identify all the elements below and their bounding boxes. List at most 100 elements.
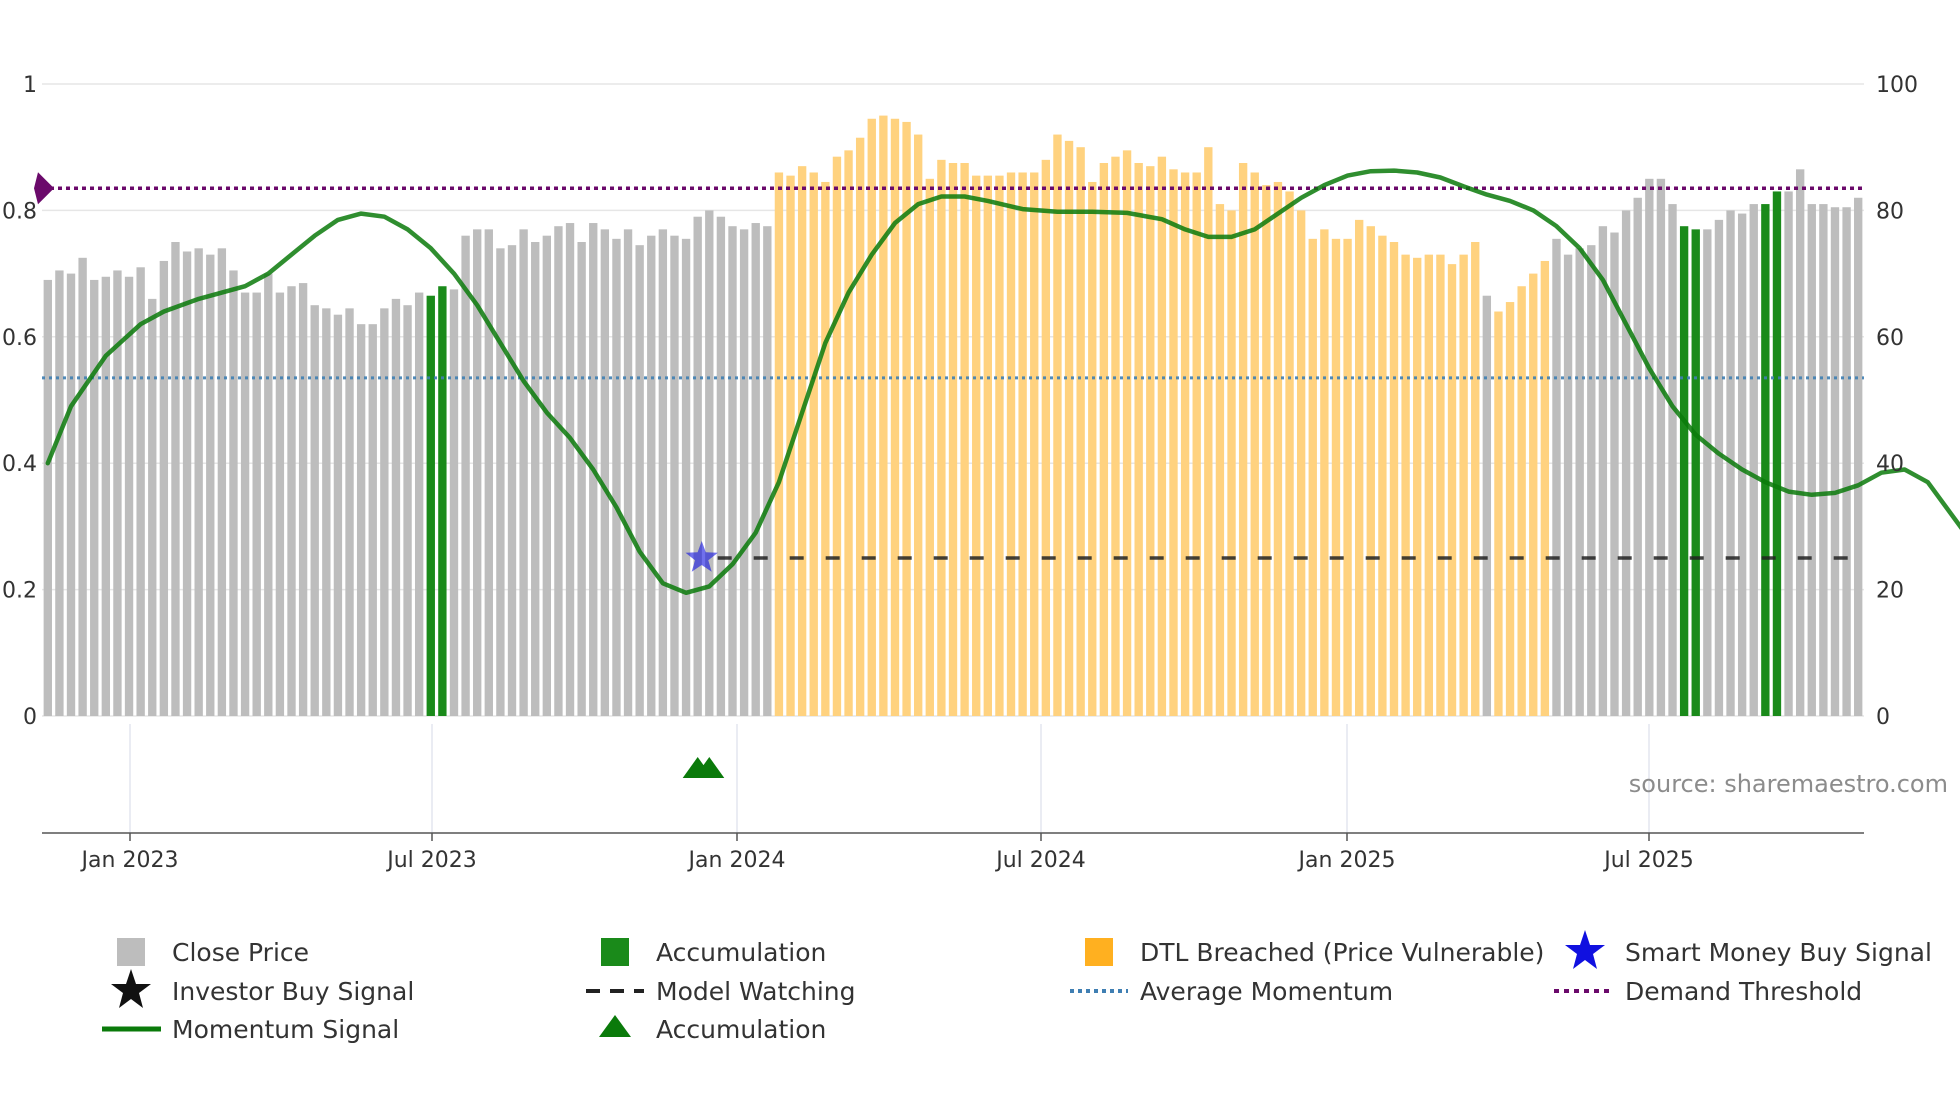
close-price-bar bbox=[647, 235, 656, 716]
legend-item-model-watching: Model Watching bbox=[586, 977, 856, 1006]
dtl-breached-bar bbox=[1285, 191, 1294, 716]
close-price-bar bbox=[229, 270, 238, 716]
close-price-bar bbox=[635, 245, 644, 716]
dtl-breached-bar bbox=[1540, 260, 1550, 716]
close-price-bar bbox=[577, 242, 586, 716]
close-price-bar bbox=[171, 242, 180, 716]
dtl-breached-bar bbox=[1088, 181, 1097, 716]
close-price-bar bbox=[380, 308, 389, 716]
bars bbox=[43, 115, 1863, 717]
dtl-breached-bar bbox=[1413, 257, 1422, 716]
dtl-breached-bar bbox=[1262, 185, 1271, 716]
y-right-tick-label: 40 bbox=[1876, 452, 1904, 477]
dtl-breached-bar bbox=[867, 118, 876, 716]
dtl-breached-bar bbox=[1169, 169, 1178, 716]
close-price-bar bbox=[1842, 207, 1851, 717]
legend-item-dtl-breached: DTL Breached (Price Vulnerable) bbox=[1085, 938, 1544, 967]
close-price-bar bbox=[159, 260, 169, 716]
x-tick-label: Jul 2025 bbox=[1602, 848, 1694, 873]
legend-swatch-close-price bbox=[117, 938, 145, 966]
dtl-breached-bar bbox=[983, 175, 992, 716]
close-price-bar bbox=[391, 298, 401, 716]
dtl-breached-bar bbox=[1273, 181, 1283, 716]
close-price-bar bbox=[1645, 178, 1654, 717]
x-tick-label: Jan 2025 bbox=[1297, 848, 1396, 873]
close-price-bar bbox=[43, 279, 52, 716]
legend-label-smart-money: Smart Money Buy Signal bbox=[1625, 938, 1932, 967]
close-price-bar bbox=[1668, 204, 1677, 716]
close-price-bar bbox=[217, 248, 227, 716]
accumulation-bar bbox=[438, 286, 447, 716]
close-price-bar bbox=[507, 245, 517, 716]
close-price-bar bbox=[287, 286, 296, 716]
legend-label-momentum-signal: Momentum Signal bbox=[172, 1015, 399, 1044]
momentum-signal-line bbox=[45, 168, 1960, 596]
close-price-bar bbox=[1587, 245, 1596, 716]
dtl-breached-bar bbox=[1238, 163, 1248, 716]
close-price-bar bbox=[473, 229, 482, 717]
close-price-bar bbox=[1749, 204, 1758, 716]
close-price-bar bbox=[1598, 226, 1608, 716]
legend-item-accumulation: Accumulation bbox=[601, 938, 826, 967]
close-price-bar bbox=[751, 223, 760, 717]
legend-star-smart-money bbox=[1565, 930, 1605, 969]
dtl-breached-bar bbox=[1227, 210, 1236, 716]
close-price-bar bbox=[693, 216, 702, 716]
dtl-breached-bar bbox=[925, 178, 934, 717]
source-label: source: sharemaestro.com bbox=[1629, 770, 1948, 798]
dtl-breached-bar bbox=[1366, 226, 1375, 716]
dtl-breached-bar bbox=[1111, 156, 1120, 716]
dtl-breached-bar bbox=[1204, 147, 1213, 716]
close-price-bar bbox=[728, 226, 737, 716]
close-price-bar bbox=[55, 270, 64, 716]
smart-money-buy-star bbox=[685, 541, 718, 572]
close-price-bar bbox=[136, 267, 145, 716]
dtl-breached-bar bbox=[1006, 172, 1016, 717]
close-price-bar bbox=[681, 238, 691, 716]
close-price-bar bbox=[1795, 169, 1805, 716]
dtl-breached-bar bbox=[1053, 134, 1062, 716]
close-price-bar bbox=[333, 314, 343, 716]
legend-swatch-accumulation bbox=[601, 938, 629, 966]
dtl-breached-bar bbox=[1041, 159, 1051, 717]
dtl-breached-bar bbox=[844, 150, 853, 717]
legend-label-demand-threshold: Demand Threshold bbox=[1625, 977, 1862, 1006]
dtl-breached-bar bbox=[1030, 172, 1039, 717]
legend-label-average-momentum: Average Momentum bbox=[1140, 977, 1393, 1006]
x-tick-label: Jan 2024 bbox=[687, 848, 786, 873]
close-price-bar bbox=[322, 308, 331, 716]
close-price-bar bbox=[658, 229, 668, 717]
accumulation-bar bbox=[1761, 204, 1770, 716]
close-price-bar bbox=[1482, 295, 1492, 716]
dtl-breached-bar bbox=[902, 121, 911, 717]
accumulation-bar bbox=[1679, 226, 1689, 716]
y-left-tick-label: 0.4 bbox=[2, 452, 37, 477]
accumulation-bar bbox=[426, 295, 435, 716]
close-price-bar bbox=[206, 254, 215, 716]
close-price-bar bbox=[565, 223, 575, 717]
dtl-breached-bar bbox=[1343, 238, 1352, 716]
close-price-bar bbox=[1552, 238, 1561, 716]
legend-item-average-momentum: Average Momentum bbox=[1070, 977, 1393, 1006]
close-price-bar bbox=[519, 229, 528, 717]
reference-lines bbox=[34, 172, 1864, 560]
dtl-breached-bar bbox=[1517, 286, 1526, 716]
close-price-bar bbox=[1633, 197, 1642, 716]
x-tick-label: Jan 2023 bbox=[80, 848, 179, 873]
legend-item-close-price: Close Price bbox=[117, 938, 309, 967]
dtl-breached-bar bbox=[1099, 163, 1109, 716]
legend-item-momentum-signal: Momentum Signal bbox=[102, 1015, 399, 1044]
close-price-bar bbox=[356, 324, 366, 716]
dtl-breached-bar bbox=[1146, 166, 1155, 716]
legend-star-investor-buy bbox=[111, 969, 151, 1008]
close-price-bar bbox=[716, 216, 726, 716]
dtl-breached-bar bbox=[1018, 172, 1027, 717]
close-price-bar bbox=[1563, 254, 1573, 716]
close-price-bar bbox=[310, 305, 319, 716]
y-right-tick-label: 20 bbox=[1876, 579, 1904, 604]
dtl-breached-bar bbox=[960, 163, 969, 716]
dtl-breached-bar bbox=[1436, 254, 1445, 716]
close-price-bar bbox=[1703, 229, 1712, 717]
y-right-tick-label: 80 bbox=[1876, 199, 1904, 224]
